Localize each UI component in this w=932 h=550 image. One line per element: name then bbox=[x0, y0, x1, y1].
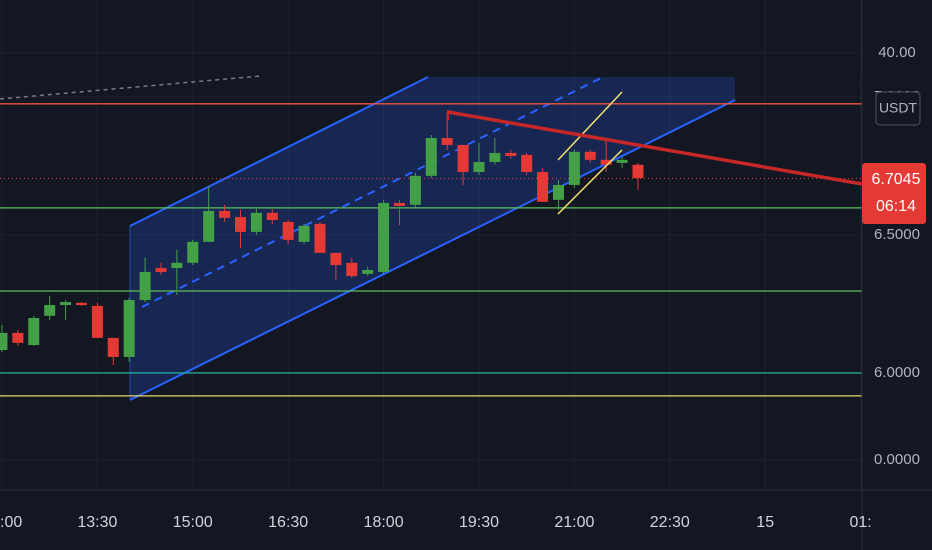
x-tick-label: 01: bbox=[849, 514, 871, 531]
candle-body bbox=[600, 159, 612, 165]
y2-tick-label: 40.00 bbox=[878, 44, 916, 61]
channel-bottom bbox=[129, 99, 736, 401]
flag-bottom bbox=[557, 149, 623, 215]
candle-body bbox=[552, 184, 564, 200]
candle-body bbox=[298, 225, 310, 242]
candle-body bbox=[107, 337, 119, 357]
candle-body bbox=[393, 202, 405, 206]
candle-body bbox=[171, 262, 183, 269]
candle-body bbox=[425, 138, 437, 176]
y-tick-label: 6.5000 bbox=[874, 226, 920, 243]
candle-body bbox=[203, 210, 215, 242]
countdown: 06:14 bbox=[876, 198, 916, 215]
x-tick-label: 13:30 bbox=[77, 514, 117, 531]
axis-overlap bbox=[862, 77, 932, 90]
time-axis-bg bbox=[0, 490, 932, 550]
candle-body bbox=[330, 252, 342, 266]
x-tick-label: 21:00 bbox=[554, 514, 594, 531]
candle-body bbox=[568, 151, 580, 185]
candle-body bbox=[489, 152, 501, 163]
candle-body bbox=[155, 268, 167, 272]
y2-tick-label: 0.0000 bbox=[874, 451, 920, 468]
x-tick-label: :00 bbox=[0, 514, 22, 531]
candle-body bbox=[60, 302, 72, 306]
currency: USDT bbox=[879, 100, 918, 116]
candle-body bbox=[457, 144, 469, 172]
candle-body bbox=[378, 202, 390, 272]
last-price-label: 6.7045 bbox=[872, 171, 921, 188]
x-tick-label: 18:00 bbox=[364, 514, 404, 531]
candle-body bbox=[362, 269, 374, 274]
candle-body bbox=[139, 271, 151, 301]
candle-body bbox=[44, 305, 56, 316]
candle-body bbox=[0, 332, 8, 351]
candle-body bbox=[123, 300, 135, 357]
x-tick-label: 22:30 bbox=[650, 514, 690, 531]
candle-body bbox=[234, 216, 246, 232]
channel-mid bbox=[141, 76, 604, 308]
candle-body bbox=[91, 305, 103, 338]
candle-body bbox=[441, 138, 453, 145]
levels bbox=[0, 103, 862, 397]
candle-body bbox=[473, 162, 485, 172]
x-tick-label: 16:30 bbox=[268, 514, 308, 531]
candle-body bbox=[314, 223, 326, 253]
candle-body bbox=[28, 318, 40, 346]
candle-body bbox=[584, 151, 596, 160]
candle-body bbox=[75, 302, 87, 306]
candles bbox=[0, 111, 644, 365]
candle-body bbox=[250, 212, 262, 232]
x-tick-label: 19:30 bbox=[459, 514, 499, 531]
candle-body bbox=[12, 332, 24, 343]
x-tick-label: 15 bbox=[756, 514, 774, 531]
last-price-box bbox=[862, 163, 926, 224]
dashed-trendline bbox=[0, 75, 261, 100]
candle-body bbox=[537, 171, 549, 202]
candle-body bbox=[616, 159, 628, 163]
flag-top bbox=[557, 91, 623, 161]
channel-top bbox=[129, 76, 429, 227]
candle-body bbox=[521, 154, 533, 172]
candle-body bbox=[266, 212, 278, 221]
candle-body bbox=[632, 164, 644, 179]
currency-box[interactable] bbox=[875, 91, 921, 126]
red-trendline bbox=[447, 110, 863, 186]
candle-body bbox=[219, 210, 231, 218]
y-tick-label: 6.0000 bbox=[874, 364, 920, 381]
candle-body bbox=[282, 221, 294, 240]
candle-body bbox=[346, 262, 358, 277]
candle-body bbox=[505, 152, 517, 156]
candle-body bbox=[409, 175, 421, 205]
x-tick-label: 15:00 bbox=[173, 514, 213, 531]
channel-fill bbox=[130, 77, 735, 400]
candle-body bbox=[187, 241, 199, 263]
